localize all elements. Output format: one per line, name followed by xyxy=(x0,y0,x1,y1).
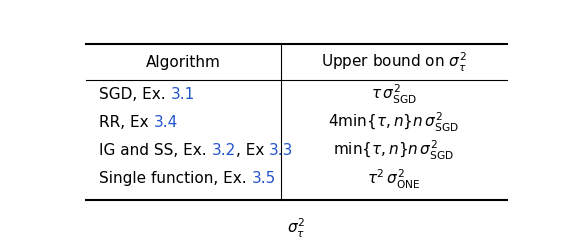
Text: $\tau\, \sigma_{\mathrm{SGD}}^2$: $\tau\, \sigma_{\mathrm{SGD}}^2$ xyxy=(370,83,417,106)
Text: $\tau^2\, \sigma_{\mathrm{ONE}}^2$: $\tau^2\, \sigma_{\mathrm{ONE}}^2$ xyxy=(367,167,420,190)
Text: 3.1: 3.1 xyxy=(171,87,195,102)
Text: Upper bound on $\sigma_{\tau}^2$: Upper bound on $\sigma_{\tau}^2$ xyxy=(321,51,466,74)
Text: , Ex: , Ex xyxy=(236,143,269,158)
Text: RR, Ex: RR, Ex xyxy=(99,115,154,130)
Text: Algorithm: Algorithm xyxy=(146,55,221,70)
Text: Single function, Ex.: Single function, Ex. xyxy=(99,171,251,186)
Text: $\min\{\tau, n\}n\, \sigma_{\mathrm{SGD}}^2$: $\min\{\tau, n\}n\, \sigma_{\mathrm{SGD}… xyxy=(333,139,454,162)
Text: IG and SS, Ex.: IG and SS, Ex. xyxy=(99,143,212,158)
Text: SGD, Ex.: SGD, Ex. xyxy=(99,87,171,102)
Text: 3.3: 3.3 xyxy=(269,143,294,158)
Text: 3.2: 3.2 xyxy=(212,143,236,158)
Text: 3.4: 3.4 xyxy=(154,115,178,130)
Text: 3.5: 3.5 xyxy=(251,171,276,186)
Text: $\sigma_\tau^2$: $\sigma_\tau^2$ xyxy=(287,217,305,241)
Text: $4\min\{\tau, n\}n\, \sigma_{\mathrm{SGD}}^2$: $4\min\{\tau, n\}n\, \sigma_{\mathrm{SGD… xyxy=(328,111,459,134)
